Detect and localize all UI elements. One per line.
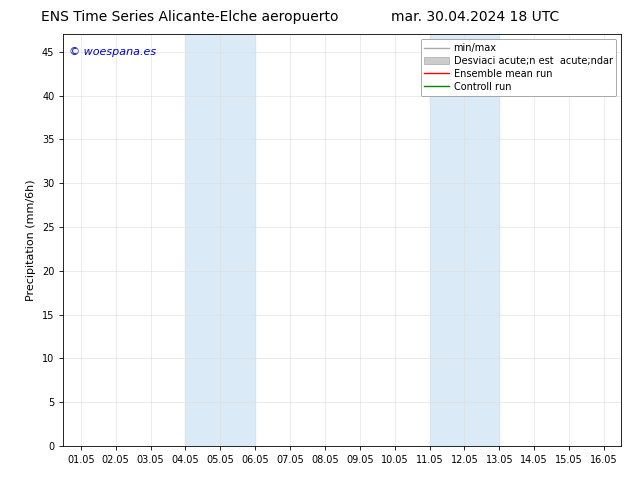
- Text: © woespana.es: © woespana.es: [69, 47, 156, 57]
- Text: ENS Time Series Alicante-Elche aeropuerto: ENS Time Series Alicante-Elche aeropuert…: [41, 10, 339, 24]
- Bar: [429, 34, 500, 446]
- Text: mar. 30.04.2024 18 UTC: mar. 30.04.2024 18 UTC: [391, 10, 560, 24]
- Bar: [185, 34, 255, 446]
- Y-axis label: Precipitation (mm/6h): Precipitation (mm/6h): [27, 179, 36, 301]
- Legend: min/max, Desviaci acute;n est  acute;ndar, Ensemble mean run, Controll run: min/max, Desviaci acute;n est acute;ndar…: [420, 39, 616, 96]
